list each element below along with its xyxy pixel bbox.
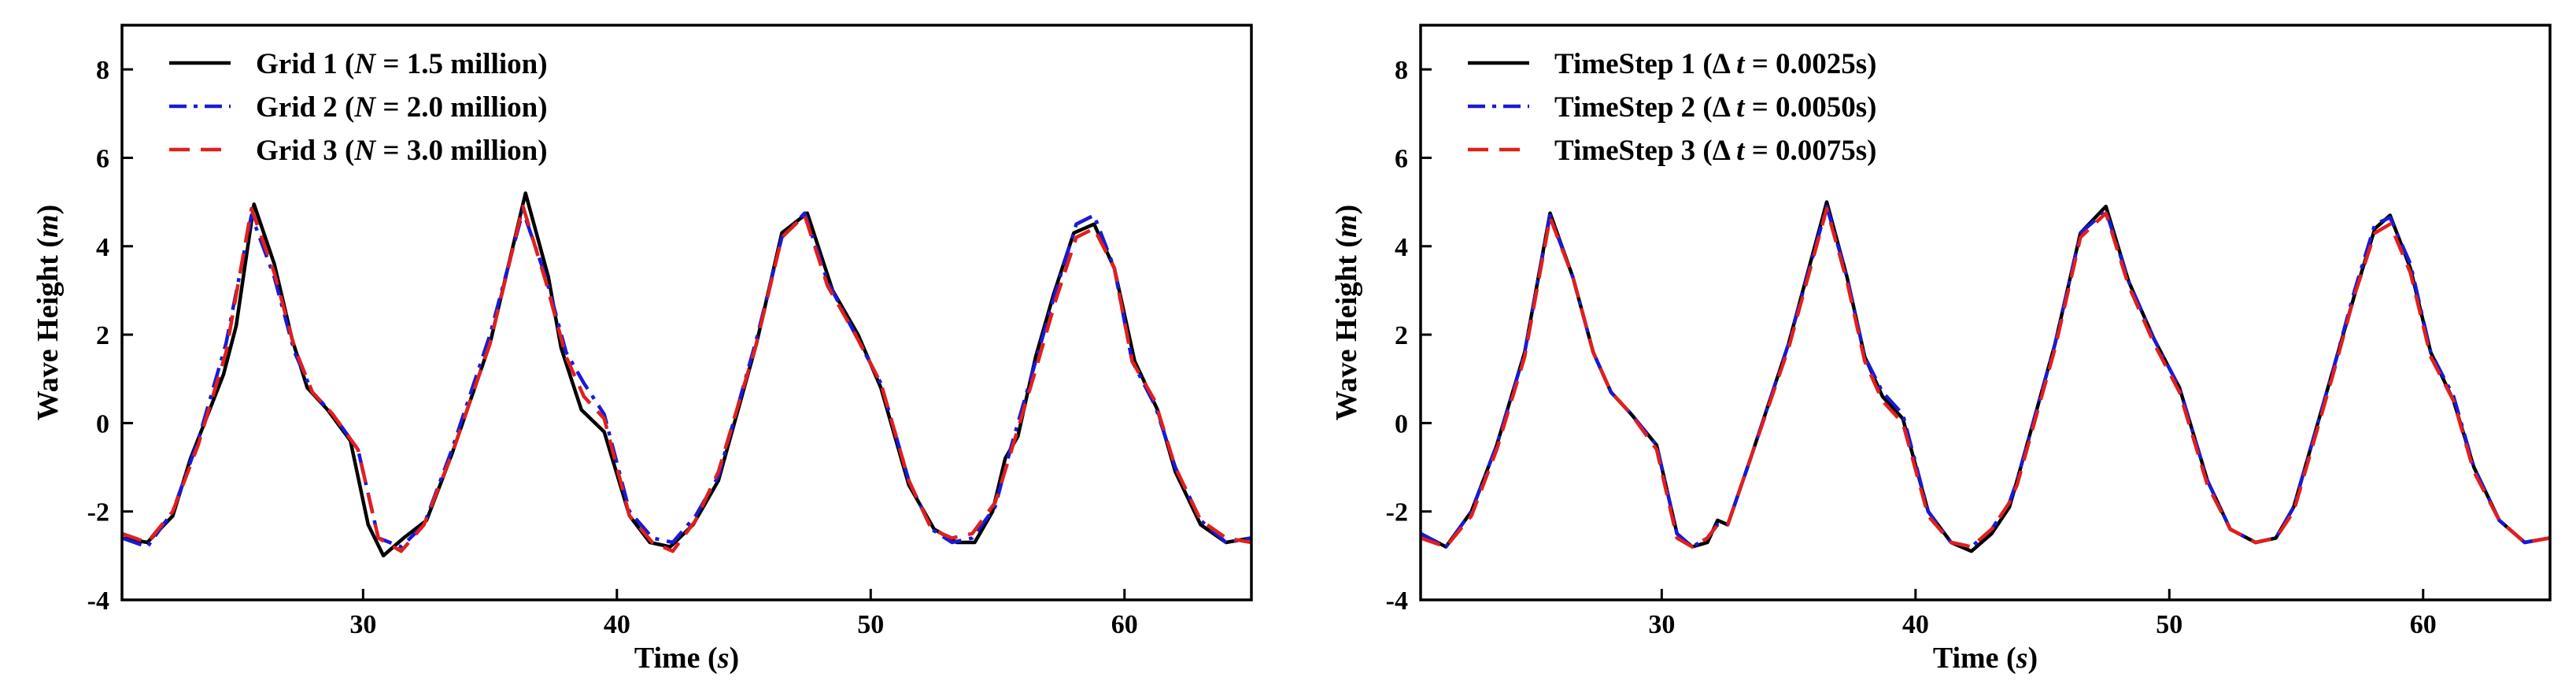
legend-label-2: TimeStep 2 (Δ t = 0.0050s) — [1554, 91, 1877, 124]
legend-label-post: = 0.0050s) — [1744, 91, 1876, 124]
y-tick-label: 8 — [1395, 56, 1408, 85]
legend-label-var: N — [353, 135, 376, 167]
legend-label-var: t — [1736, 48, 1746, 80]
series-line-2 — [122, 209, 1251, 549]
y-tick-label: -4 — [87, 587, 109, 616]
y-axis-label-end: ) — [31, 205, 65, 215]
legend-label-1: Grid 1 (N = 1.5 million) — [256, 48, 548, 80]
legend: TimeStep 1 (Δ t = 0.0025s) TimeStep 2 (Δ … — [1468, 48, 1877, 167]
series-line-1 — [122, 191, 1251, 558]
legend-label-pre: TimeStep 2 (Δ — [1554, 91, 1736, 124]
legend: Grid 1 (N = 1.5 million)Grid 2 (N = 2.0 … — [169, 48, 548, 167]
x-axis-label-end: ) — [2028, 642, 2038, 675]
plot-frame — [120, 24, 1253, 601]
x-axis-label: Time (s) — [1933, 642, 2038, 675]
legend-label-var: t — [1736, 135, 1746, 167]
y-tick-label: 2 — [1395, 321, 1408, 350]
y-tick-label: 8 — [96, 56, 109, 85]
series-line-2 — [1421, 204, 2550, 549]
y-axis-label: Wave Height (m) — [1330, 205, 1363, 420]
x-tick-label: 40 — [604, 610, 630, 639]
y-tick-label: 6 — [1395, 144, 1408, 173]
series-line-1 — [1421, 200, 2550, 553]
legend-label-pre: TimeStep 3 (Δ — [1554, 135, 1736, 167]
series-line-3 — [1421, 206, 2550, 549]
legend-label-1: TimeStep 1 (Δ t = 0.0025s) — [1554, 48, 1877, 80]
x-axis-label: Time (s) — [634, 642, 739, 675]
y-tick-label: 2 — [96, 321, 109, 350]
y-tick-label: 6 — [96, 144, 109, 173]
legend-label-post: = 0.0025s) — [1744, 48, 1876, 80]
y-axis-label-unit: m — [1330, 214, 1363, 238]
y-tick-label: -2 — [1386, 498, 1408, 527]
x-tick-label: 40 — [1902, 610, 1929, 639]
x-axis-label-end: ) — [730, 642, 740, 675]
y-tick-label: 4 — [1395, 233, 1408, 262]
x-tick-label: 50 — [857, 610, 884, 639]
legend-label-3: TimeStep 3 (Δ t = 0.0075s) — [1554, 135, 1877, 167]
legend-label-post: = 2.0 million) — [375, 91, 547, 124]
x-tick-label: 50 — [2156, 610, 2182, 639]
x-tick-label: 30 — [1648, 610, 1675, 639]
legend-label-post: = 3.0 million) — [375, 135, 547, 167]
x-tick-label: 30 — [349, 610, 376, 639]
legend-label-post: = 1.5 million) — [375, 48, 547, 80]
series-line-3 — [122, 204, 1251, 553]
legend-label-2: Grid 2 (N = 2.0 million) — [256, 91, 548, 124]
x-tick-label: 60 — [1111, 610, 1138, 639]
y-axis-label-main: Wave Height ( — [1330, 238, 1363, 420]
y-axis-label: Wave Height (m) — [31, 205, 65, 420]
legend-label-pre: Grid 2 ( — [256, 91, 354, 124]
y-tick-label: 4 — [96, 233, 109, 262]
legend-label-pre: TimeStep 1 (Δ — [1554, 48, 1736, 80]
y-tick-label: 0 — [96, 409, 109, 439]
legend-label-var: t — [1736, 91, 1746, 124]
y-axis-label-main: Wave Height ( — [31, 238, 65, 420]
legend-label-pre: Grid 1 ( — [256, 48, 354, 80]
legend-label-var: N — [353, 91, 376, 124]
plot-frame — [1419, 24, 2552, 601]
legend-label-3: Grid 3 (N = 3.0 million) — [256, 135, 548, 167]
y-tick-label: 0 — [1395, 409, 1408, 439]
y-tick-label: -2 — [87, 498, 109, 527]
y-tick-label: -4 — [1386, 587, 1408, 616]
x-tick-label: 60 — [2410, 610, 2437, 639]
y-axis-label-end: ) — [1330, 205, 1363, 215]
y-axis-label-unit: m — [31, 214, 65, 238]
x-axis-label-unit: s — [2016, 642, 2028, 675]
x-axis-label-main: Time ( — [634, 642, 718, 675]
legend-label-post: = 0.0075s) — [1744, 135, 1876, 167]
legend-label-pre: Grid 3 ( — [256, 135, 354, 167]
x-axis-label-unit: s — [717, 642, 730, 675]
legend-label-var: N — [353, 48, 376, 80]
x-axis-label-main: Time ( — [1933, 642, 2016, 675]
